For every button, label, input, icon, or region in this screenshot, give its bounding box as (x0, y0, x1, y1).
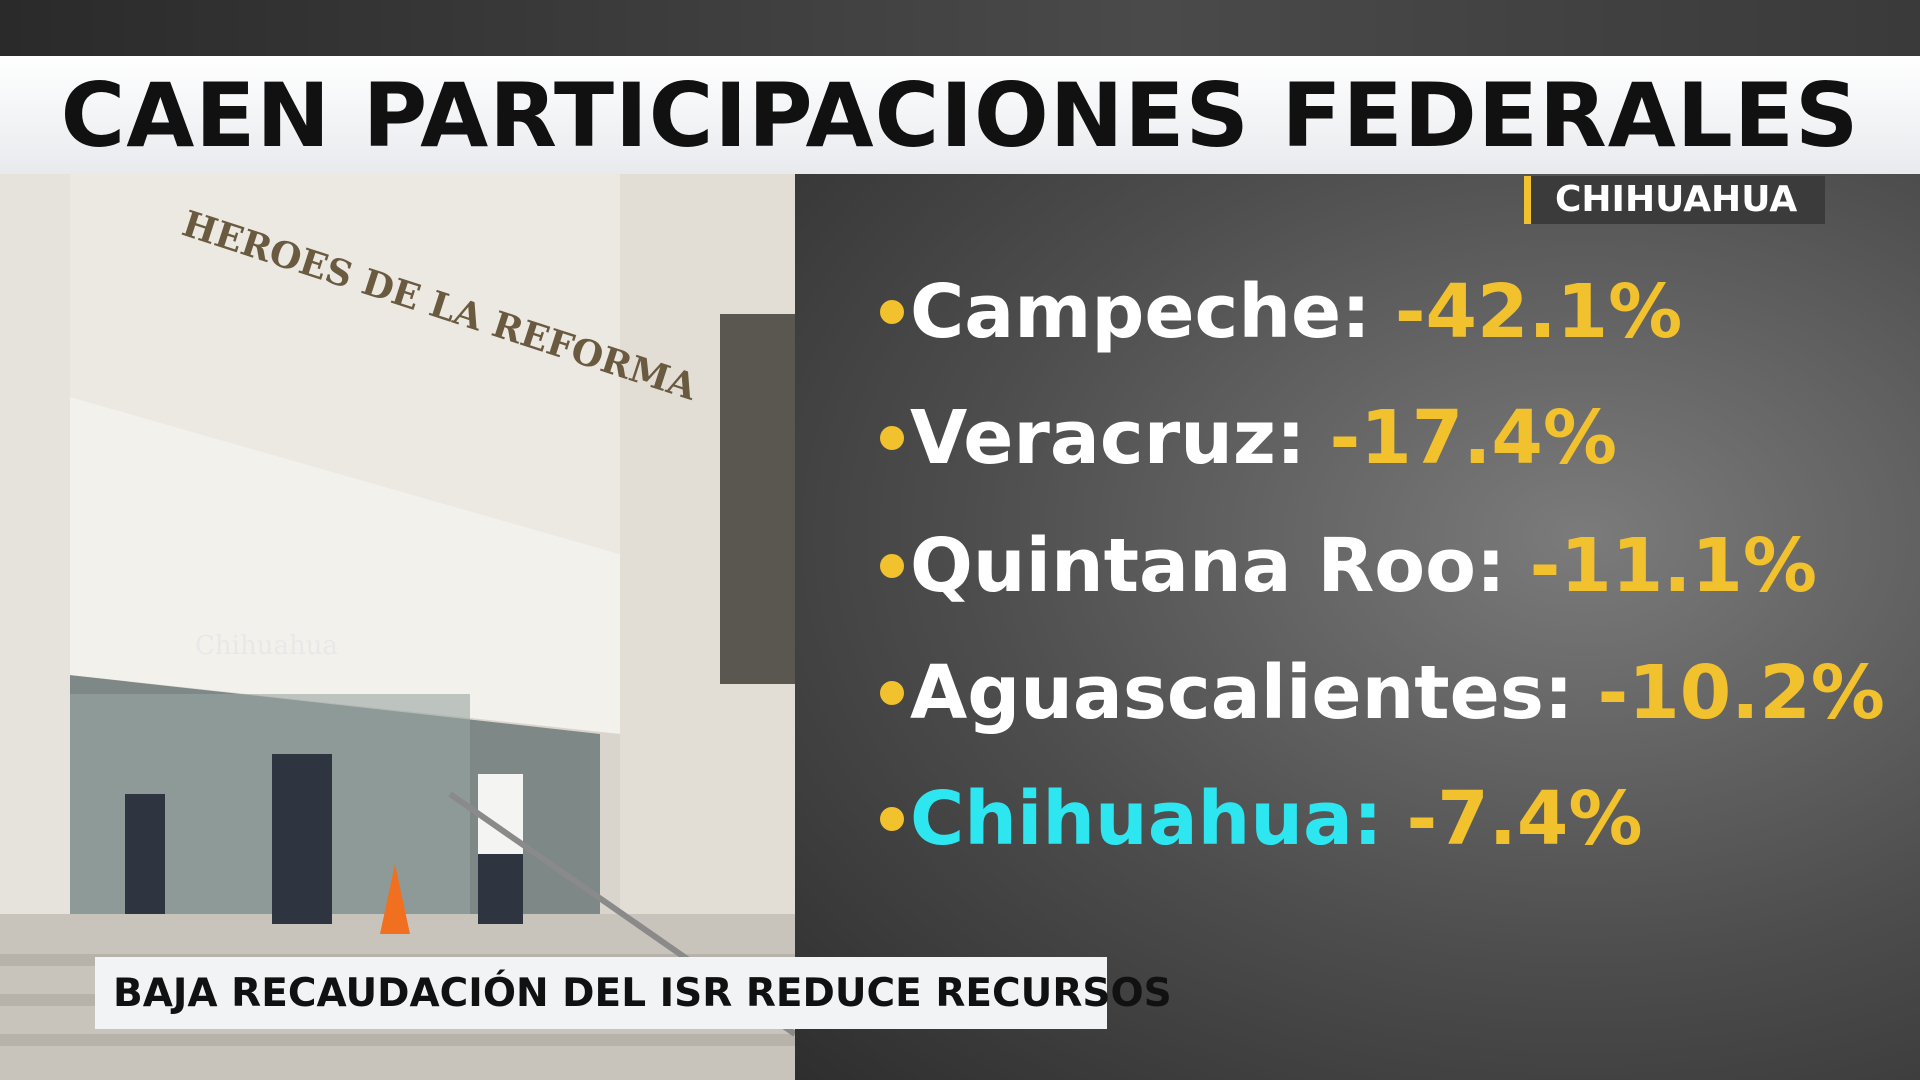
lower-third: BAJA RECAUDACIÓN DEL ISR REDUCE RECURSOS (95, 957, 1172, 1029)
item-value: -17.4% (1329, 395, 1617, 481)
bullet (880, 300, 904, 324)
bullet (880, 681, 904, 705)
list-item: Campeche: -42.1% (880, 262, 1682, 362)
list-item: Quintana Roo: -11.1% (880, 516, 1817, 616)
title: CAEN PARTICIPACIONES FEDERALES (60, 63, 1860, 167)
bullet (880, 807, 904, 831)
list-item: Chihuahua: -7.4% (880, 769, 1643, 869)
bullet (880, 554, 904, 578)
photo: HEROES DE LA REFORMA Chihuahua (0, 174, 795, 1080)
item-value: -7.4% (1406, 776, 1643, 862)
list-item: Veracruz: -17.4% (880, 388, 1617, 488)
item-label: Campeche: (910, 269, 1371, 355)
item-value: -11.1% (1529, 523, 1818, 609)
location-tag: CHIHUAHUA (1524, 176, 1826, 224)
caption: BAJA RECAUDACIÓN DEL ISR REDUCE RECURSOS (113, 970, 1172, 1016)
item-label: Quintana Roo: (910, 523, 1506, 609)
item-label: Chihuahua: (910, 776, 1383, 862)
building-logo: Chihuahua (195, 631, 338, 661)
item-label: Veracruz: (910, 395, 1306, 481)
item-value: -10.2% (1597, 650, 1885, 736)
item-value: -42.1% (1394, 269, 1683, 355)
item-label: Aguascalientes: (910, 650, 1574, 736)
bullet (880, 426, 904, 450)
title-bar: CAEN PARTICIPACIONES FEDERALES (0, 56, 1920, 174)
list-item: Aguascalientes: -10.2% (880, 643, 1885, 743)
info-panel (795, 174, 1920, 1080)
top-strip (0, 0, 1920, 56)
